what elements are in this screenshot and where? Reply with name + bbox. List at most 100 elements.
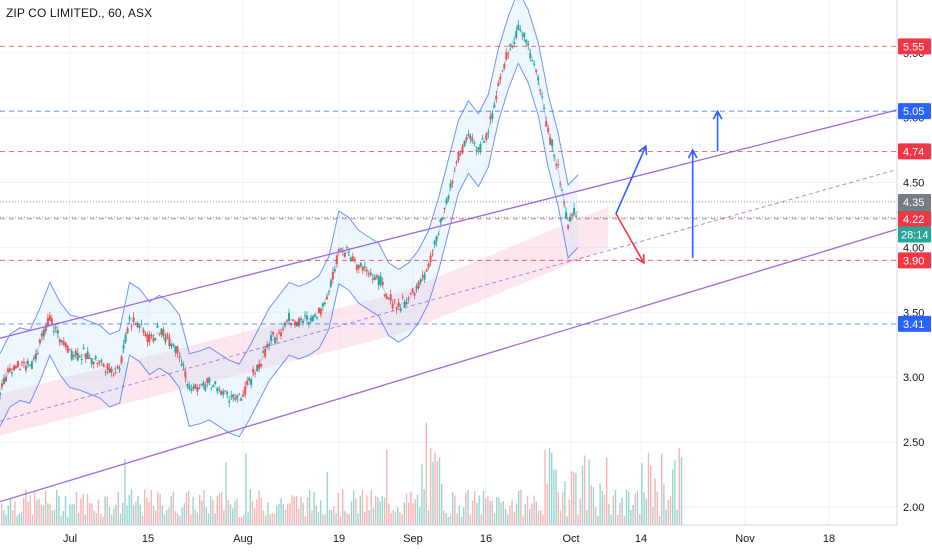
candle-body [200, 384, 203, 386]
candle-body [419, 279, 422, 283]
candle-body [152, 337, 155, 342]
volume-bar [115, 504, 117, 525]
candle-body [198, 388, 201, 390]
candle-body [204, 384, 207, 391]
volume-bar [551, 452, 553, 525]
candle-body [427, 263, 430, 268]
candle-body [260, 363, 263, 367]
volume-bar [654, 478, 656, 525]
volume-bar [577, 515, 579, 525]
volume-bar [150, 490, 152, 525]
candle-body [180, 364, 183, 366]
arrow-line[interactable] [615, 145, 647, 214]
volume-bar [522, 516, 524, 525]
arrow-head [712, 109, 723, 120]
volume-bar [262, 510, 265, 525]
volume-bar [441, 484, 443, 525]
candle-body [345, 246, 348, 248]
volume-bar [247, 512, 249, 525]
candle-body [236, 395, 239, 399]
candle-body [315, 316, 318, 318]
candle-body [507, 53, 510, 55]
volume-bar [612, 495, 614, 525]
volume-bar [625, 489, 628, 525]
candle-body [491, 113, 494, 119]
volume-bar [478, 495, 480, 525]
candle-body [327, 290, 330, 292]
band-upper [0, 0, 579, 365]
candle-body [202, 382, 205, 386]
volume-bar [161, 505, 163, 525]
candle-body [499, 76, 502, 80]
price-badge-4.22 [898, 210, 931, 227]
volume-bar [306, 497, 309, 525]
volume-bar [456, 513, 458, 525]
candle-body [194, 384, 197, 389]
candle-body [549, 137, 552, 145]
volume-bar [557, 492, 559, 525]
volume-bar [386, 449, 388, 525]
channel-mid-line[interactable] [0, 169, 898, 422]
volume-bar [214, 513, 216, 525]
candle-body [467, 133, 470, 137]
candle-body [495, 95, 498, 100]
volume-bar [29, 495, 31, 525]
x-tick-label: Jul [63, 533, 77, 545]
volume-bar [5, 514, 7, 525]
candle-body [567, 224, 570, 229]
candle-body [72, 355, 75, 357]
candle-body [447, 195, 450, 199]
candle-body [313, 314, 316, 317]
volume-bar [383, 497, 386, 525]
volume-bar [278, 504, 280, 525]
volume-bar [225, 462, 227, 525]
volume-bar [317, 512, 320, 525]
volume-bar [617, 515, 619, 525]
volume-bar [71, 504, 73, 525]
volume-bar [610, 514, 612, 525]
volume-bar [608, 504, 610, 525]
volume-bar [148, 502, 150, 525]
volume-bar [370, 490, 372, 525]
volume-bar [38, 498, 40, 525]
volume-bar [67, 516, 69, 525]
volume-bar [20, 511, 23, 525]
volume-bar [364, 512, 366, 525]
x-tick-label: 16 [480, 533, 492, 545]
volume-bar [399, 512, 401, 525]
volume-bar [518, 490, 520, 525]
y-tick-label: 4.50 [903, 178, 924, 190]
candle-body [333, 269, 336, 272]
candle-body [553, 154, 556, 157]
volume-bar [401, 514, 403, 525]
volume-bar [119, 513, 122, 525]
candle-body [178, 356, 181, 358]
candle-body [529, 53, 532, 59]
candle-body [102, 364, 105, 367]
volume-bar [300, 496, 302, 525]
candle-body [6, 368, 9, 373]
volume-bar [324, 514, 326, 525]
candle-body [240, 398, 243, 401]
channel-upper-line[interactable] [0, 109, 898, 339]
volume-bar [212, 499, 214, 525]
arrow-line[interactable] [615, 213, 645, 264]
candle-body [30, 361, 33, 369]
candle-body [517, 24, 520, 30]
candle-body [515, 30, 518, 38]
volume-bar [416, 494, 419, 525]
volume-bar [69, 504, 71, 525]
candle-body [60, 340, 63, 342]
volume-bar [430, 448, 432, 525]
candle-body [104, 371, 107, 373]
volume-bar [445, 513, 447, 525]
volume-bar [240, 516, 243, 525]
candle-body [503, 64, 506, 69]
candle-body [571, 213, 574, 216]
candle-body [481, 138, 484, 140]
candle-body [509, 44, 512, 47]
channel-lower-line[interactable] [0, 228, 898, 503]
price-axis [897, 0, 932, 550]
candle-body [469, 135, 472, 139]
